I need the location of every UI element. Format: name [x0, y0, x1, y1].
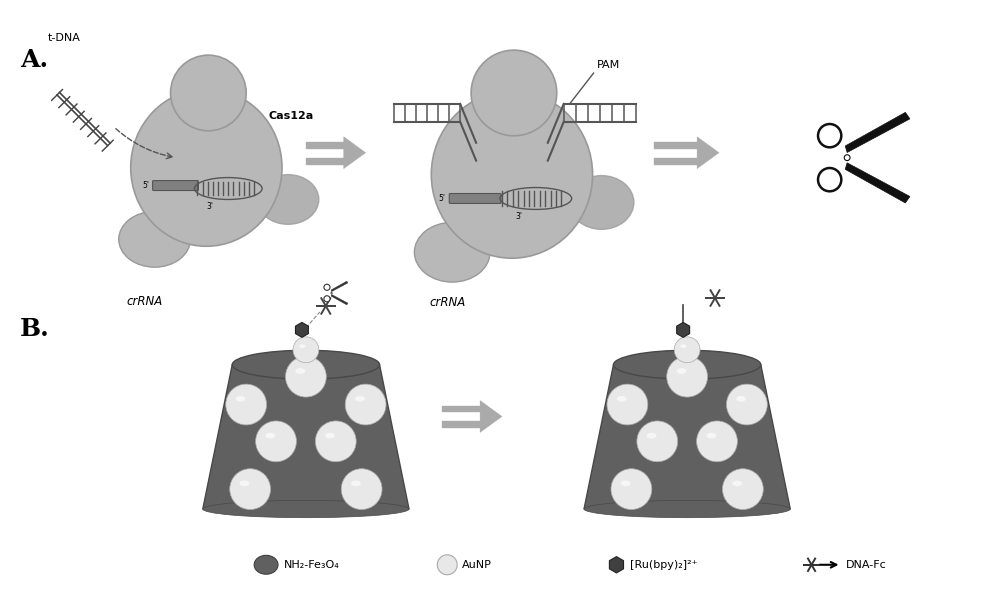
- Circle shape: [637, 421, 678, 462]
- Circle shape: [331, 293, 332, 294]
- Circle shape: [256, 421, 296, 462]
- Polygon shape: [480, 400, 502, 432]
- Ellipse shape: [203, 500, 409, 518]
- FancyBboxPatch shape: [449, 193, 501, 203]
- Text: crRNA: crRNA: [429, 296, 465, 309]
- Circle shape: [818, 168, 841, 191]
- Circle shape: [293, 337, 319, 363]
- Circle shape: [810, 563, 813, 566]
- Ellipse shape: [119, 211, 190, 267]
- Circle shape: [437, 555, 457, 575]
- Circle shape: [324, 284, 330, 290]
- Circle shape: [230, 469, 271, 509]
- Ellipse shape: [414, 222, 490, 282]
- Text: 3': 3': [206, 202, 213, 211]
- Text: crRNA: crRNA: [127, 295, 163, 308]
- Polygon shape: [344, 137, 366, 169]
- Polygon shape: [697, 137, 719, 169]
- Ellipse shape: [736, 396, 746, 402]
- Text: DNA-Fc: DNA-Fc: [845, 560, 886, 569]
- Text: AuNP: AuNP: [462, 560, 492, 569]
- Text: PAM: PAM: [597, 60, 620, 70]
- Ellipse shape: [265, 433, 275, 438]
- Polygon shape: [677, 323, 690, 337]
- Ellipse shape: [613, 350, 761, 379]
- Text: B.: B.: [20, 317, 50, 341]
- Text: t-DNA: t-DNA: [48, 33, 81, 43]
- Circle shape: [226, 384, 267, 425]
- Circle shape: [713, 296, 717, 300]
- Circle shape: [324, 305, 327, 308]
- Ellipse shape: [254, 555, 278, 574]
- Circle shape: [285, 356, 326, 397]
- Circle shape: [611, 469, 652, 509]
- Ellipse shape: [131, 89, 282, 246]
- Ellipse shape: [325, 433, 335, 438]
- Ellipse shape: [355, 396, 365, 402]
- Ellipse shape: [680, 344, 687, 348]
- Text: 3': 3': [515, 213, 522, 222]
- Text: 5': 5': [143, 181, 150, 190]
- Ellipse shape: [677, 368, 686, 374]
- Circle shape: [722, 469, 763, 509]
- Text: Cas12a: Cas12a: [268, 111, 313, 121]
- Ellipse shape: [621, 480, 631, 486]
- Polygon shape: [609, 557, 624, 573]
- Circle shape: [324, 296, 330, 302]
- Circle shape: [345, 384, 386, 425]
- Circle shape: [818, 124, 841, 147]
- Ellipse shape: [351, 480, 361, 486]
- Ellipse shape: [240, 480, 249, 486]
- Text: NH₂-Fe₃O₄: NH₂-Fe₃O₄: [284, 560, 340, 569]
- Ellipse shape: [299, 344, 305, 348]
- Ellipse shape: [732, 480, 742, 486]
- Polygon shape: [331, 281, 348, 292]
- Polygon shape: [203, 365, 409, 509]
- Ellipse shape: [257, 175, 319, 225]
- Polygon shape: [295, 323, 308, 337]
- Ellipse shape: [295, 368, 305, 374]
- Ellipse shape: [232, 350, 380, 379]
- Text: A.: A.: [20, 48, 48, 72]
- Circle shape: [667, 356, 708, 397]
- Ellipse shape: [617, 396, 627, 402]
- Ellipse shape: [706, 433, 716, 438]
- Ellipse shape: [647, 433, 656, 438]
- Text: [Ru(bpy)₂]²⁺: [Ru(bpy)₂]²⁺: [630, 560, 698, 569]
- Circle shape: [844, 155, 850, 161]
- Circle shape: [697, 421, 737, 462]
- Ellipse shape: [584, 500, 790, 518]
- Circle shape: [607, 384, 648, 425]
- Polygon shape: [845, 163, 910, 203]
- Circle shape: [471, 50, 557, 136]
- Ellipse shape: [431, 91, 593, 258]
- Circle shape: [674, 337, 700, 363]
- Circle shape: [315, 421, 356, 462]
- Polygon shape: [584, 365, 790, 509]
- Polygon shape: [331, 294, 348, 305]
- FancyBboxPatch shape: [153, 181, 198, 190]
- Ellipse shape: [236, 396, 245, 402]
- Ellipse shape: [569, 176, 634, 229]
- Text: 5': 5': [438, 194, 445, 203]
- Circle shape: [171, 55, 246, 131]
- Circle shape: [726, 384, 767, 425]
- Circle shape: [341, 469, 382, 509]
- Polygon shape: [845, 113, 910, 152]
